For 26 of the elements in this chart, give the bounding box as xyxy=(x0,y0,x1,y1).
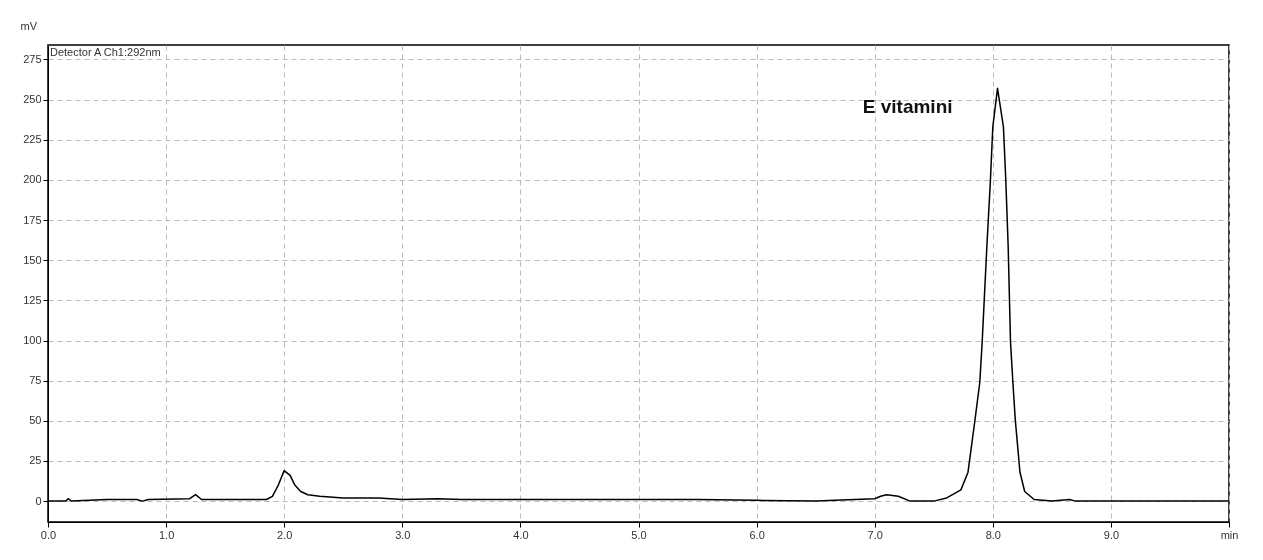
y-axis-title: mV xyxy=(20,19,38,32)
x-tick-label: 7.0 xyxy=(867,528,883,541)
y-tick-label: 25 xyxy=(29,454,42,467)
x-tick-label: 3.0 xyxy=(395,528,411,541)
y-tick-label: 75 xyxy=(29,374,42,387)
y-tick-label: 125 xyxy=(23,293,42,306)
annotation: E vitamini xyxy=(862,96,953,118)
x-tick-label: 2.0 xyxy=(277,528,293,541)
x-tick-label: min xyxy=(1220,528,1239,541)
y-tick-label: 225 xyxy=(23,133,42,146)
x-tick-label: 0.0 xyxy=(40,528,57,541)
y-tick-label: 275 xyxy=(23,52,42,65)
x-tick-label: 5.0 xyxy=(631,528,647,541)
y-tick-label: 200 xyxy=(23,173,42,186)
x-tick-label: 9.0 xyxy=(1103,528,1120,541)
x-tick-label: 4.0 xyxy=(513,528,529,541)
y-tick-label: 250 xyxy=(23,93,42,106)
x-tick-label: 8.0 xyxy=(985,528,1001,541)
y-tick-label: 50 xyxy=(29,414,42,427)
y-tick-label: 0 xyxy=(35,494,42,507)
y-tick-label: 100 xyxy=(23,334,42,347)
y-tick-label: 175 xyxy=(23,213,42,226)
x-tick-label: 6.0 xyxy=(749,528,765,541)
y-tick-label: 150 xyxy=(23,253,42,266)
text: Detector A Ch1:292nm xyxy=(50,46,161,58)
x-tick-label: 1.0 xyxy=(158,528,175,541)
